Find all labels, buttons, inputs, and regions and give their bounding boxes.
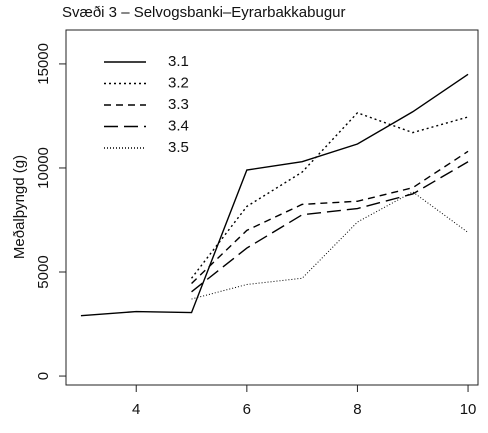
y-axis-label: Meðalþyngd (g) <box>11 155 28 259</box>
y-tick-label: 15000 <box>35 43 52 85</box>
series-line <box>80 73 469 317</box>
y-tick-label: 0 <box>35 372 52 380</box>
series-line <box>191 191 469 300</box>
x-tick-label: 10 <box>460 401 477 418</box>
plot-frame <box>65 29 479 386</box>
legend-label: 3.2 <box>168 74 189 91</box>
legend-label: 3.4 <box>168 117 189 134</box>
series-line <box>191 161 469 293</box>
y-tick-label: 10000 <box>35 147 52 189</box>
x-tick-label: 6 <box>243 401 251 418</box>
x-tick-label: 8 <box>353 401 361 418</box>
chart-title: Svæði 3 – Selvogsbanki–Eyrarbakkabugur <box>62 4 346 21</box>
x-tick-label: 4 <box>132 401 140 418</box>
legend-label: 3.5 <box>168 139 189 156</box>
y-tick-label: 5000 <box>35 255 52 288</box>
series-line <box>190 112 469 279</box>
legend-label: 3.3 <box>168 96 189 113</box>
series-line <box>191 150 469 284</box>
legend-label: 3.1 <box>168 53 189 70</box>
